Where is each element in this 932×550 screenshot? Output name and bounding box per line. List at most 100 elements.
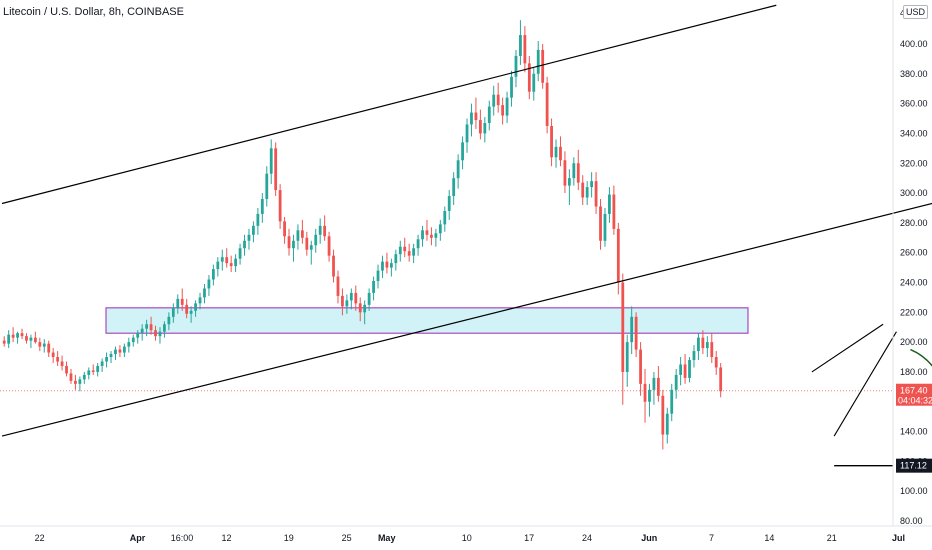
candle (581, 175, 585, 205)
candle (434, 228, 438, 247)
candle-body (198, 297, 202, 304)
price-tick-label: 200.00 (900, 337, 928, 347)
candle (2, 336, 6, 347)
candle-body (309, 245, 313, 250)
candle (381, 255, 384, 279)
candle (603, 207, 607, 247)
candle (398, 240, 402, 262)
candle-body (536, 49, 540, 74)
candle-body (100, 361, 104, 366)
candle-body (96, 365, 100, 372)
drawings-layer (1, 4, 932, 467)
candle (470, 103, 473, 137)
wedge-lower-line[interactable] (833, 331, 897, 437)
candle (185, 298, 189, 319)
candle-body (443, 210, 447, 225)
candle (332, 249, 335, 283)
candle-body (559, 146, 562, 161)
price-tick-label: 180.00 (900, 367, 928, 377)
candle-body (127, 342, 131, 347)
candle-body (692, 351, 696, 361)
candle-body (367, 292, 371, 305)
candle (300, 219, 304, 244)
time-axis[interactable]: 22 Apr 16:00 12 19 25 May 10 17 24 Jun 7 14 21 Jul (0, 525, 932, 543)
candle (269, 139, 273, 185)
price-tick-label: 400.00 (900, 39, 928, 49)
candle (87, 367, 91, 380)
candle-body (349, 292, 353, 301)
time-tick-label: 14 (764, 533, 774, 543)
candle-body (274, 148, 278, 191)
candle-body (523, 35, 527, 64)
currency-button[interactable]: USD (903, 5, 929, 19)
candle-body (550, 125, 553, 158)
candle-body (665, 413, 669, 435)
candle (710, 333, 714, 363)
candle-body (185, 304, 189, 314)
price-tick-label: 260.00 (900, 248, 928, 258)
candle (634, 312, 638, 358)
candle-body (576, 163, 580, 183)
candle (496, 82, 500, 113)
time-tick-label: Jul (892, 533, 905, 543)
candle-body (78, 379, 82, 384)
price-tick-label: 300.00 (900, 188, 928, 198)
candle (323, 215, 327, 241)
candle (665, 407, 669, 444)
candle (309, 240, 313, 265)
price-tick-label: 220.00 (900, 307, 928, 317)
candle-body (407, 251, 411, 256)
candle (234, 254, 238, 273)
candle-body (421, 230, 424, 240)
candle (314, 228, 318, 253)
candle (65, 361, 68, 377)
lower-channel-line[interactable] (1, 190, 932, 437)
candle (572, 157, 576, 186)
candle-body (527, 63, 531, 92)
candle (149, 316, 153, 335)
candle (394, 249, 398, 271)
upper-channel-line[interactable] (1, 4, 777, 205)
candle (256, 207, 260, 235)
price-axis[interactable]: 80.00100.00120.00140.00160.00180.00200.0… (892, 0, 928, 526)
candle (474, 97, 478, 129)
price-tick-label: 140.00 (900, 427, 928, 437)
candle (33, 331, 37, 344)
candle (585, 181, 589, 205)
candle (194, 300, 197, 317)
candle (389, 258, 393, 277)
candle (180, 288, 184, 311)
candle (559, 136, 562, 167)
candle-body (292, 240, 295, 249)
candle (438, 219, 442, 241)
candle-body (345, 300, 349, 307)
wedge-upper-line[interactable] (811, 323, 884, 373)
candle-body (194, 303, 197, 311)
candle-body (474, 112, 478, 121)
resistance-zone[interactable] (105, 307, 749, 334)
candle (478, 109, 482, 140)
candle-body (434, 233, 438, 238)
candle-body (590, 181, 594, 188)
time-tick-label: 16:00 (171, 533, 194, 543)
candle-body (465, 124, 469, 143)
candle-body (145, 324, 149, 329)
candle-body (701, 337, 705, 349)
candle-body (714, 357, 718, 368)
candle (692, 345, 696, 368)
candle-body (252, 225, 255, 235)
candle-body (65, 365, 68, 374)
projection-arrow-curve[interactable] (910, 348, 932, 464)
candle-body (149, 324, 153, 331)
candle (674, 368, 678, 399)
candle (74, 374, 77, 390)
candle (625, 334, 629, 387)
candle-body (643, 383, 647, 402)
candle-body (456, 160, 460, 179)
candle-body (131, 337, 135, 343)
candle (505, 91, 509, 124)
candle (11, 327, 15, 343)
time-tick-label: 24 (582, 533, 592, 543)
candle (683, 354, 687, 384)
